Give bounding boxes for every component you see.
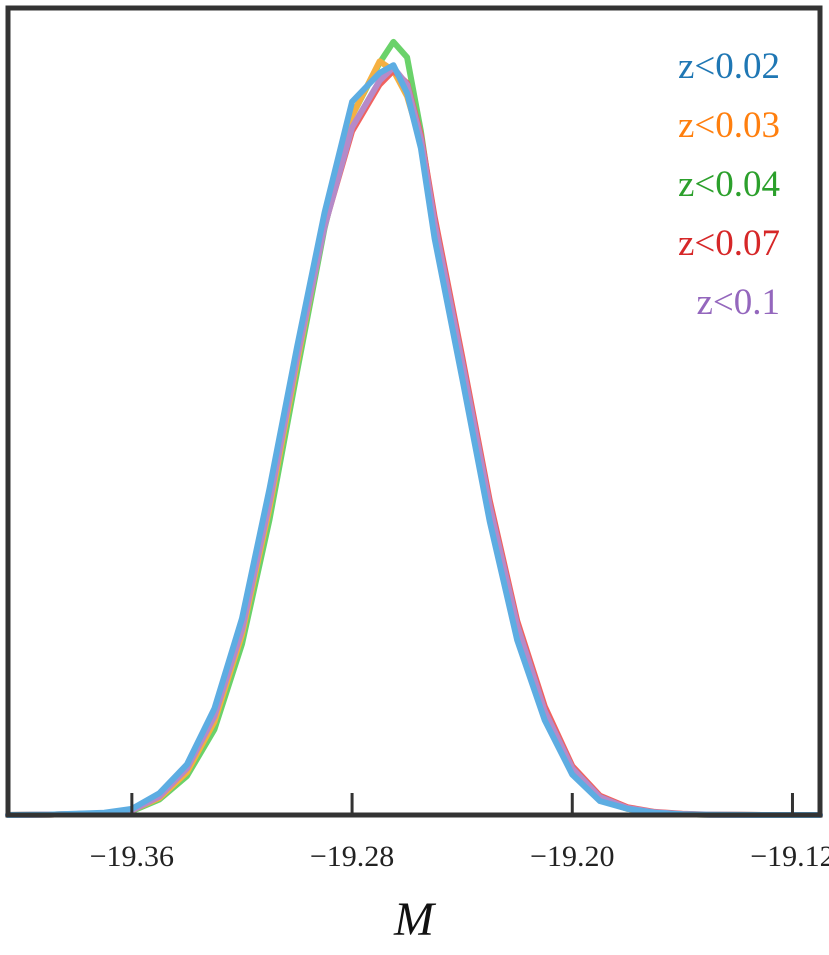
x-tick-label: −19.20 <box>530 840 614 873</box>
x-axis-title: M <box>393 893 437 946</box>
legend-entry-z<0.1: z<0.1 <box>696 282 780 323</box>
legend-entry-z<0.03: z<0.03 <box>678 105 780 146</box>
x-tick-label: −19.12 <box>750 840 829 873</box>
plot-frame <box>5 5 823 818</box>
legend-entry-z<0.04: z<0.04 <box>678 164 780 205</box>
legend-entry-z<0.02: z<0.02 <box>678 46 780 87</box>
x-tick-label: −19.28 <box>310 840 394 873</box>
x-ticks <box>130 793 794 815</box>
series-line-z<0.04 <box>5 38 823 818</box>
x-tick-labels: −19.36 −19.28 −19.20 −19.12 <box>90 840 829 873</box>
x-tick-label: −19.36 <box>90 840 174 873</box>
series-lines <box>5 38 823 818</box>
legend: z<0.02 z<0.03 z<0.04 z<0.07 z<0.1 <box>678 46 780 323</box>
legend-entry-z<0.07: z<0.07 <box>678 223 780 264</box>
